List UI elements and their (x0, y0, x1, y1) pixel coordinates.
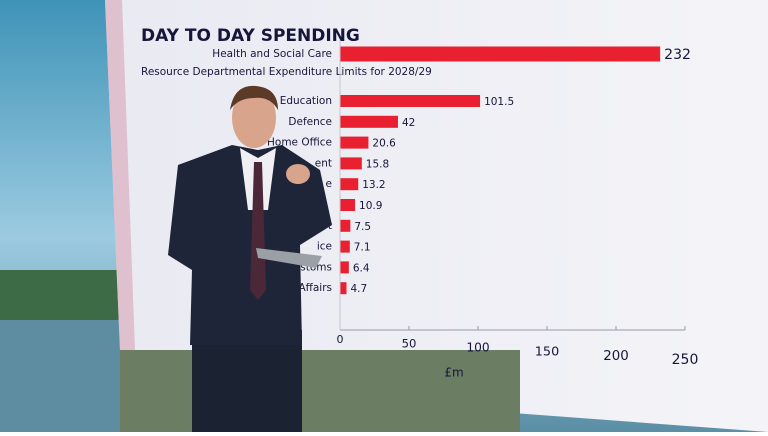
trees (0, 270, 120, 320)
category-label: Affairs (298, 282, 332, 294)
value-label: 6.4 (353, 262, 370, 274)
category-label: Education (280, 95, 332, 107)
bar (340, 261, 349, 274)
bar (340, 199, 356, 211)
bar (340, 219, 351, 232)
value-label: 4.7 (350, 283, 367, 295)
value-label: 7.1 (354, 242, 371, 254)
category-label: Home Office (267, 137, 332, 149)
presenter (168, 85, 332, 432)
tie (250, 162, 266, 300)
x-tick-label: 0 (337, 333, 344, 346)
bar (340, 136, 369, 149)
river (0, 320, 120, 432)
bar (340, 240, 350, 253)
tablet (256, 248, 322, 268)
bar (340, 157, 362, 170)
x-tick-label: 100 (466, 341, 489, 355)
value-label: 232 (664, 47, 691, 63)
x-tick-label: 250 (672, 352, 699, 368)
plot: 232 Health and Social Care 101.5 Education 4… (212, 40, 698, 380)
hand (286, 164, 310, 184)
chart-title: DAY TO DAY SPENDING (141, 26, 360, 46)
value-label: 13.2 (362, 179, 385, 191)
x-tick-label: 50 (402, 337, 417, 351)
value-label: 101.5 (484, 96, 514, 108)
bar (340, 115, 398, 128)
head (232, 88, 276, 148)
value-label: 10.9 (359, 200, 382, 212)
value-label: 20.6 (372, 138, 396, 150)
bar (340, 95, 481, 107)
trousers (192, 330, 302, 432)
value-label: 15.8 (366, 158, 389, 170)
x-axis-title: £m (444, 366, 463, 380)
jacket (168, 145, 332, 345)
value-label: 42 (402, 117, 415, 129)
bar (340, 282, 347, 295)
x-tick-label: 150 (535, 345, 559, 360)
chart-subtitle: Resource Departmental Expenditure Limits… (141, 66, 432, 78)
category-label: Defence (288, 116, 332, 128)
bar (340, 46, 661, 62)
category-label: Health and Social Care (212, 48, 332, 60)
category-label: e (326, 178, 332, 190)
category-label: ice (317, 241, 332, 253)
bar (340, 178, 359, 191)
value-label: 7.5 (354, 221, 371, 233)
hair (230, 85, 278, 110)
category-label: ent (315, 157, 332, 169)
x-tick-label: 200 (603, 349, 629, 364)
floor-view (120, 350, 520, 432)
screen-edge (105, 0, 135, 350)
